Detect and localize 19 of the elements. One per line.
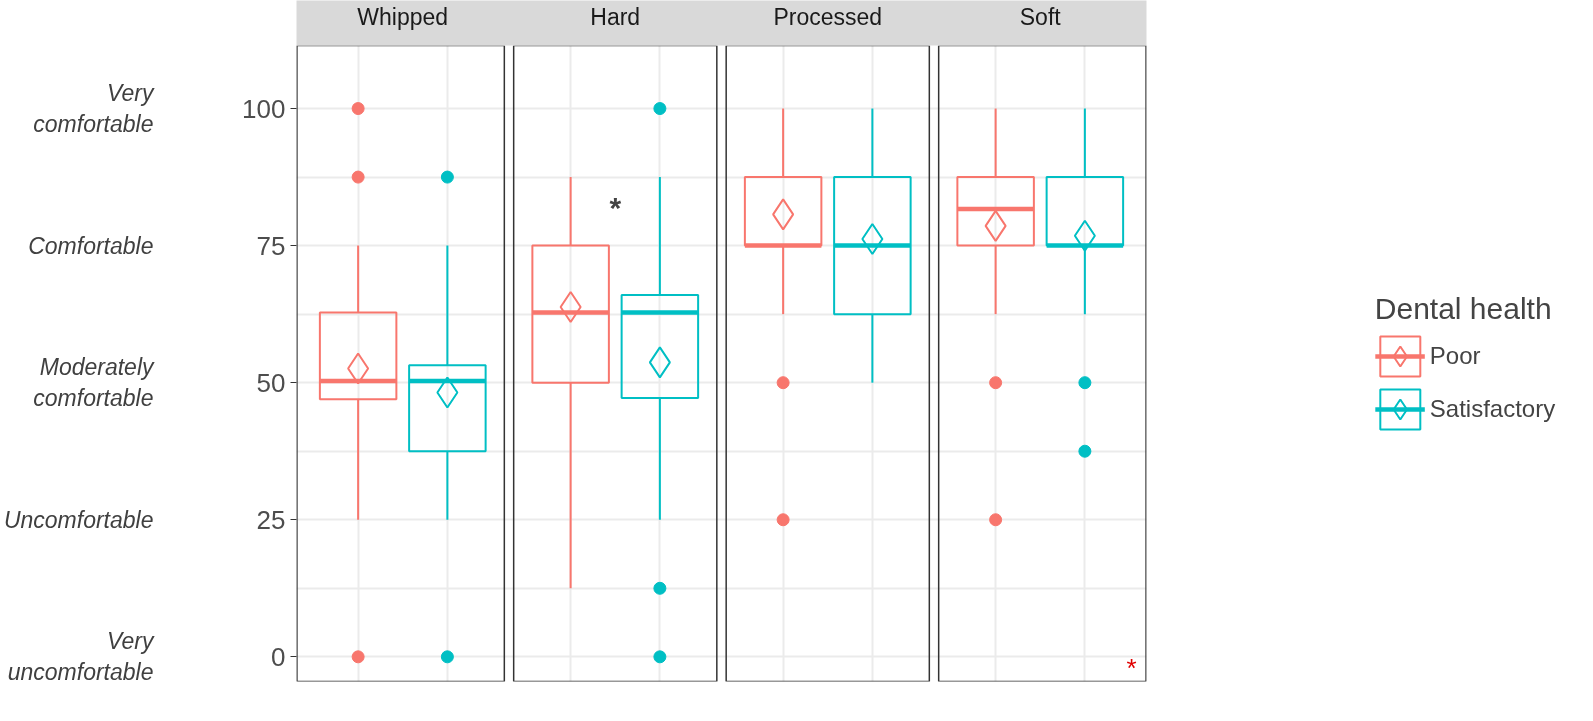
- x-tick-label: Whipped: [357, 3, 449, 30]
- text: Uncomfortable: [3, 506, 154, 533]
- x-tick-label: Soft: [1019, 3, 1062, 30]
- legend-label: Poor: [1429, 342, 1481, 370]
- y-tick-label: 0: [271, 641, 286, 672]
- x-tick-label: Hard: [590, 3, 641, 30]
- text: Moderately comfortable: [33, 354, 155, 412]
- y-tick-label: 75: [256, 230, 286, 261]
- legend-title: Dental health: [1374, 292, 1553, 326]
- text: Comfortable: [28, 232, 154, 259]
- annotation: *: [609, 191, 622, 225]
- y-tick-label: 50: [256, 367, 286, 398]
- text: Very uncomfortable: [7, 628, 155, 686]
- y-tick-label: 25: [256, 504, 286, 535]
- y-tick-label: 100: [242, 93, 286, 124]
- text: Very comfortable: [33, 79, 155, 138]
- annotation: *: [1126, 652, 1137, 683]
- x-tick-label: Processed: [773, 3, 883, 30]
- legend-label: Satisfactory: [1429, 395, 1556, 423]
